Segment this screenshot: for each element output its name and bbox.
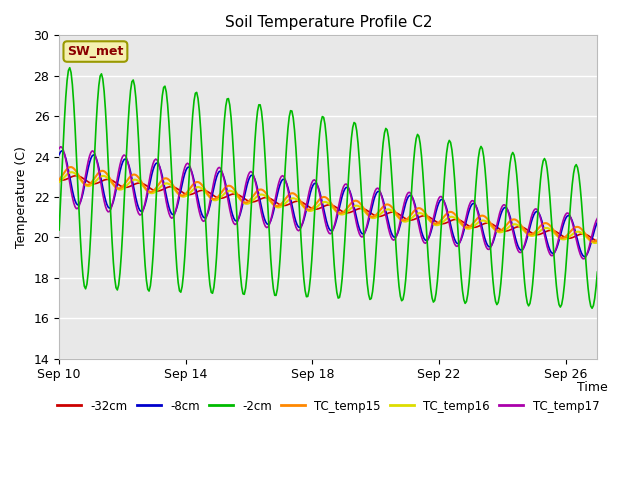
TC_temp16: [451, 215, 458, 221]
-2cm: [66, 65, 74, 71]
TC_temp16: [541, 226, 548, 231]
Text: SW_met: SW_met: [67, 45, 124, 58]
TC_temp17: [593, 216, 601, 221]
-32cm: [451, 216, 458, 222]
-8cm: [541, 228, 548, 234]
TC_temp16: [55, 179, 63, 185]
-32cm: [435, 220, 442, 226]
TC_temp15: [355, 200, 363, 205]
-8cm: [580, 254, 588, 260]
TC_temp16: [218, 193, 226, 199]
-8cm: [435, 200, 442, 206]
TC_temp15: [55, 177, 63, 182]
-2cm: [435, 262, 442, 268]
TC_temp17: [435, 196, 442, 202]
TC_temp17: [55, 145, 63, 151]
-2cm: [355, 157, 363, 163]
-2cm: [218, 157, 226, 163]
-8cm: [218, 169, 226, 175]
Line: TC_temp16: TC_temp16: [59, 172, 597, 243]
-2cm: [237, 271, 244, 276]
-8cm: [55, 152, 63, 157]
Line: -2cm: -2cm: [59, 68, 597, 308]
TC_temp15: [237, 196, 244, 202]
Line: -32cm: -32cm: [59, 176, 597, 241]
TC_temp16: [237, 197, 244, 203]
TC_temp16: [67, 169, 75, 175]
-8cm: [355, 226, 363, 231]
TC_temp15: [451, 211, 458, 217]
Line: TC_temp17: TC_temp17: [59, 147, 597, 259]
Legend: -32cm, -8cm, -2cm, TC_temp15, TC_temp16, TC_temp17: -32cm, -8cm, -2cm, TC_temp15, TC_temp16,…: [52, 395, 604, 417]
TC_temp17: [218, 168, 226, 174]
TC_temp17: [56, 144, 64, 150]
-2cm: [541, 156, 548, 161]
-2cm: [593, 269, 601, 275]
-32cm: [72, 173, 80, 179]
TC_temp15: [67, 164, 75, 170]
-32cm: [55, 177, 63, 182]
Line: -8cm: -8cm: [59, 151, 597, 257]
-2cm: [588, 305, 596, 311]
TC_temp17: [451, 241, 458, 247]
X-axis label: Time: Time: [577, 381, 608, 394]
TC_temp17: [237, 209, 244, 215]
TC_temp15: [541, 220, 548, 226]
-2cm: [55, 227, 63, 233]
-32cm: [218, 195, 226, 201]
TC_temp15: [218, 189, 226, 195]
TC_temp16: [593, 240, 601, 245]
TC_temp17: [580, 256, 588, 262]
TC_temp16: [591, 240, 598, 246]
TC_temp15: [589, 239, 597, 244]
Y-axis label: Temperature (C): Temperature (C): [15, 146, 28, 248]
TC_temp17: [541, 232, 548, 238]
Title: Soil Temperature Profile C2: Soil Temperature Profile C2: [225, 15, 432, 30]
-8cm: [593, 219, 601, 225]
-32cm: [355, 206, 363, 212]
-8cm: [451, 236, 458, 242]
TC_temp17: [355, 231, 363, 237]
Line: TC_temp15: TC_temp15: [59, 167, 597, 241]
TC_temp16: [435, 222, 442, 228]
TC_temp15: [593, 237, 601, 243]
TC_temp16: [355, 204, 363, 209]
-32cm: [541, 229, 548, 235]
-32cm: [593, 239, 601, 244]
-32cm: [237, 193, 244, 199]
-8cm: [237, 211, 244, 216]
-2cm: [451, 176, 458, 181]
-8cm: [58, 148, 66, 154]
TC_temp15: [435, 220, 442, 226]
